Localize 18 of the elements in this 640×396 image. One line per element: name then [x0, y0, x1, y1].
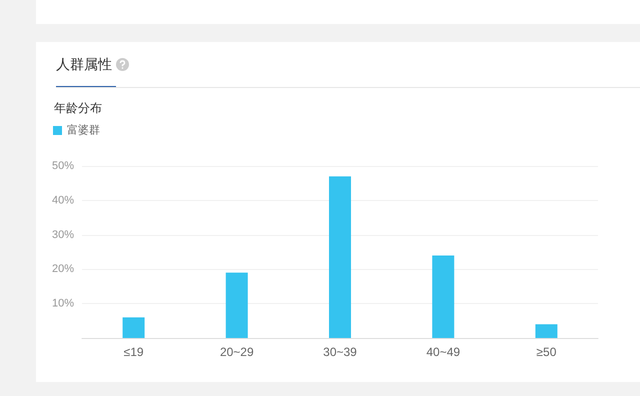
bar [535, 324, 558, 338]
bar [226, 272, 248, 338]
y-tick-label: 50% [52, 160, 74, 172]
bar [432, 255, 454, 338]
legend-label: 富婆群 [67, 124, 100, 136]
bar [122, 317, 145, 338]
x-tick-label: 40~49 [426, 345, 460, 359]
chart-subtitle: 年龄分布 [54, 100, 102, 117]
y-tick-label: 40% [52, 194, 74, 206]
y-tick-label: 30% [52, 228, 74, 241]
chart-title: 人群属性 [56, 56, 112, 74]
y-tick-label: 10% [52, 298, 74, 310]
x-tick-label: ≤19 [124, 345, 144, 359]
bar [329, 176, 351, 338]
y-tick-label: 20% [52, 263, 74, 276]
x-tick-label: ≥50 [536, 345, 557, 359]
x-tick-label: 30~39 [323, 345, 358, 359]
x-tick-label: 20~29 [220, 345, 254, 359]
